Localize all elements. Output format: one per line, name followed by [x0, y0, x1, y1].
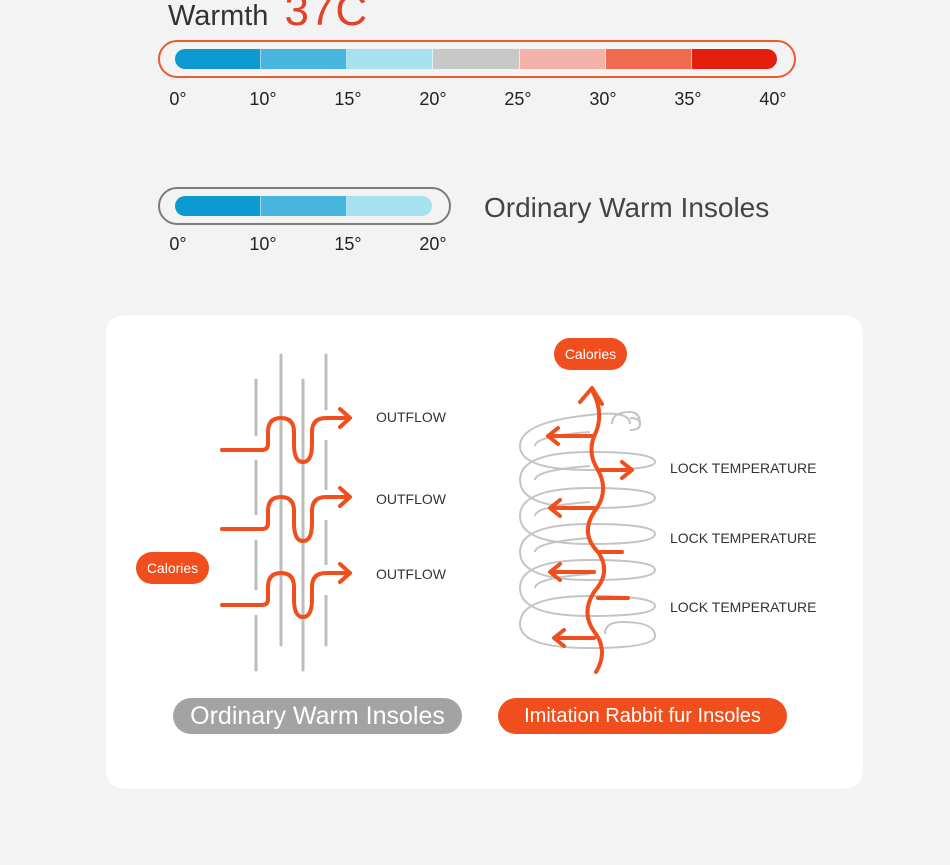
outflow-arrows: [220, 407, 352, 619]
warmth-value: 37C: [284, 0, 369, 35]
lock-temperature-label: LOCK TEMPERATURE: [670, 530, 817, 546]
outflow-label: OUTFLOW: [376, 409, 446, 425]
warmth-label: Warmth: [168, 0, 269, 32]
warmth-heading: Warmth 37C: [168, 0, 368, 46]
scale-tick-label: 40°: [759, 89, 787, 109]
scale-tick-label: 15°: [334, 89, 362, 109]
outflow-arrow-1: [220, 416, 350, 464]
outflow-arrow-3: [220, 571, 350, 619]
warmth-scale-bar: [158, 40, 796, 78]
outflow-label: OUTFLOW: [376, 566, 446, 582]
ordinary-insoles-caption: Ordinary Warm Insoles: [173, 698, 462, 734]
scale-tick-label: 0°: [169, 89, 187, 109]
scale-tick-label: 15°: [334, 234, 362, 254]
ordinary-scale-segments: [175, 196, 432, 216]
scale-segment: [261, 49, 348, 69]
scale-tick-label: 10°: [249, 234, 277, 254]
lock-temperature-label: LOCK TEMPERATURE: [670, 599, 817, 615]
scale-segment: [347, 49, 434, 69]
lock-temperature-label: LOCK TEMPERATURE: [670, 460, 817, 476]
scale-tick-label: 35°: [674, 89, 702, 109]
scale-tick-label: 10°: [249, 89, 277, 109]
calories-badge-left: Calories: [136, 552, 209, 584]
ordinary-scale-bar: [158, 187, 451, 225]
scale-segment: [519, 49, 606, 69]
scale-segment: [261, 196, 347, 216]
scale-segment: [347, 196, 432, 216]
scale-tick-label: 20°: [419, 234, 447, 254]
scale-tick-label: 0°: [169, 234, 187, 254]
scale-segment: [691, 49, 777, 69]
outflow-arrow-2: [220, 495, 350, 543]
outflow-label: OUTFLOW: [376, 491, 446, 507]
locked-heat-arrows: [546, 386, 634, 674]
scale-segment: [433, 49, 520, 69]
scale-tick-label: 25°: [504, 89, 532, 109]
scale-tick-label: 20°: [419, 89, 447, 109]
scale-tick-label: 30°: [589, 89, 617, 109]
scale-segment: [605, 49, 692, 69]
scale-segment: [175, 196, 261, 216]
rabbit-fur-insoles-caption: Imitation Rabbit fur Insoles: [498, 698, 787, 734]
ordinary-scale-label: Ordinary Warm Insoles: [484, 192, 770, 223]
calories-badge-right: Calories: [554, 338, 627, 370]
scale-segment: [175, 49, 262, 69]
warmth-scale-segments: [175, 49, 777, 69]
